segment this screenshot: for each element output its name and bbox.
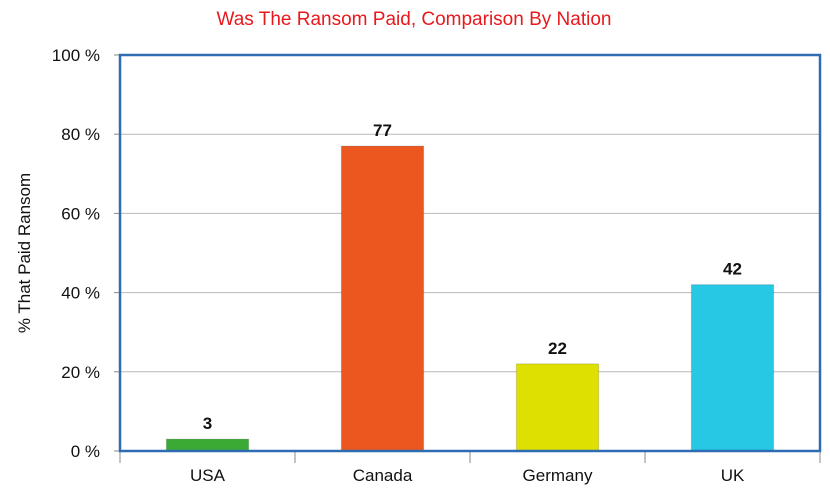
data-label-germany: 22 xyxy=(548,339,567,358)
bar-germany xyxy=(515,363,600,452)
bar-uk xyxy=(690,284,775,452)
bars xyxy=(165,145,775,452)
x-tick-label-usa: USA xyxy=(190,466,226,485)
y-tick-label: 60 % xyxy=(61,204,100,223)
bar-usa xyxy=(165,438,250,452)
y-axis-label: % That Paid Ransom xyxy=(15,173,34,333)
y-tick-label: 40 % xyxy=(61,284,100,303)
bar-canada xyxy=(340,145,425,452)
y-tick-labels: 0 % 20 % 40 % 60 % 80 % 100 % xyxy=(52,46,120,461)
y-tick-label: 0 % xyxy=(71,442,100,461)
y-tick-label: 80 % xyxy=(61,125,100,144)
data-label-canada: 77 xyxy=(373,121,392,140)
plot-frame xyxy=(118,53,822,453)
chart-title: Was The Ransom Paid, Comparison By Natio… xyxy=(217,9,612,30)
y-tick-label: 20 % xyxy=(61,363,100,382)
data-label-usa: 3 xyxy=(203,414,212,433)
data-label-uk: 42 xyxy=(723,260,742,279)
x-tick-label-germany: Germany xyxy=(523,466,593,485)
x-tick-label-uk: UK xyxy=(721,466,745,485)
x-tick-labels: USA Canada Germany UK xyxy=(119,451,821,485)
x-tick-label-canada: Canada xyxy=(353,466,413,485)
y-tick-label: 100 % xyxy=(52,46,100,65)
data-labels: 3 77 22 42 xyxy=(203,121,742,433)
